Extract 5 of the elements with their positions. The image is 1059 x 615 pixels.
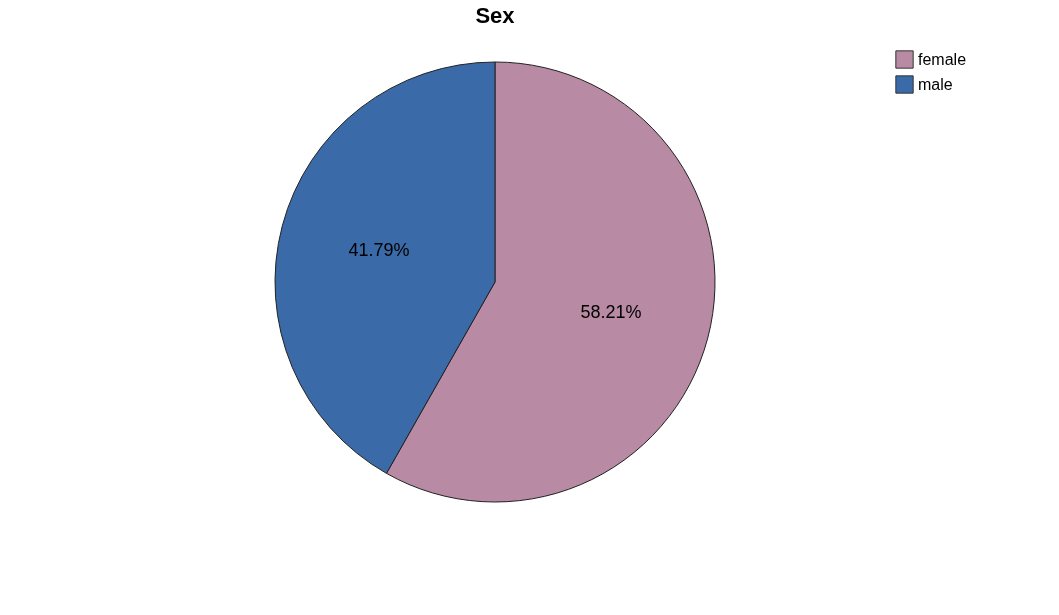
legend-label: female xyxy=(918,50,967,68)
legend-label: male xyxy=(918,75,953,93)
data-label: 58.21% xyxy=(580,301,642,322)
data-label: 41.79% xyxy=(348,240,410,261)
chart-title: Sex xyxy=(475,3,516,28)
